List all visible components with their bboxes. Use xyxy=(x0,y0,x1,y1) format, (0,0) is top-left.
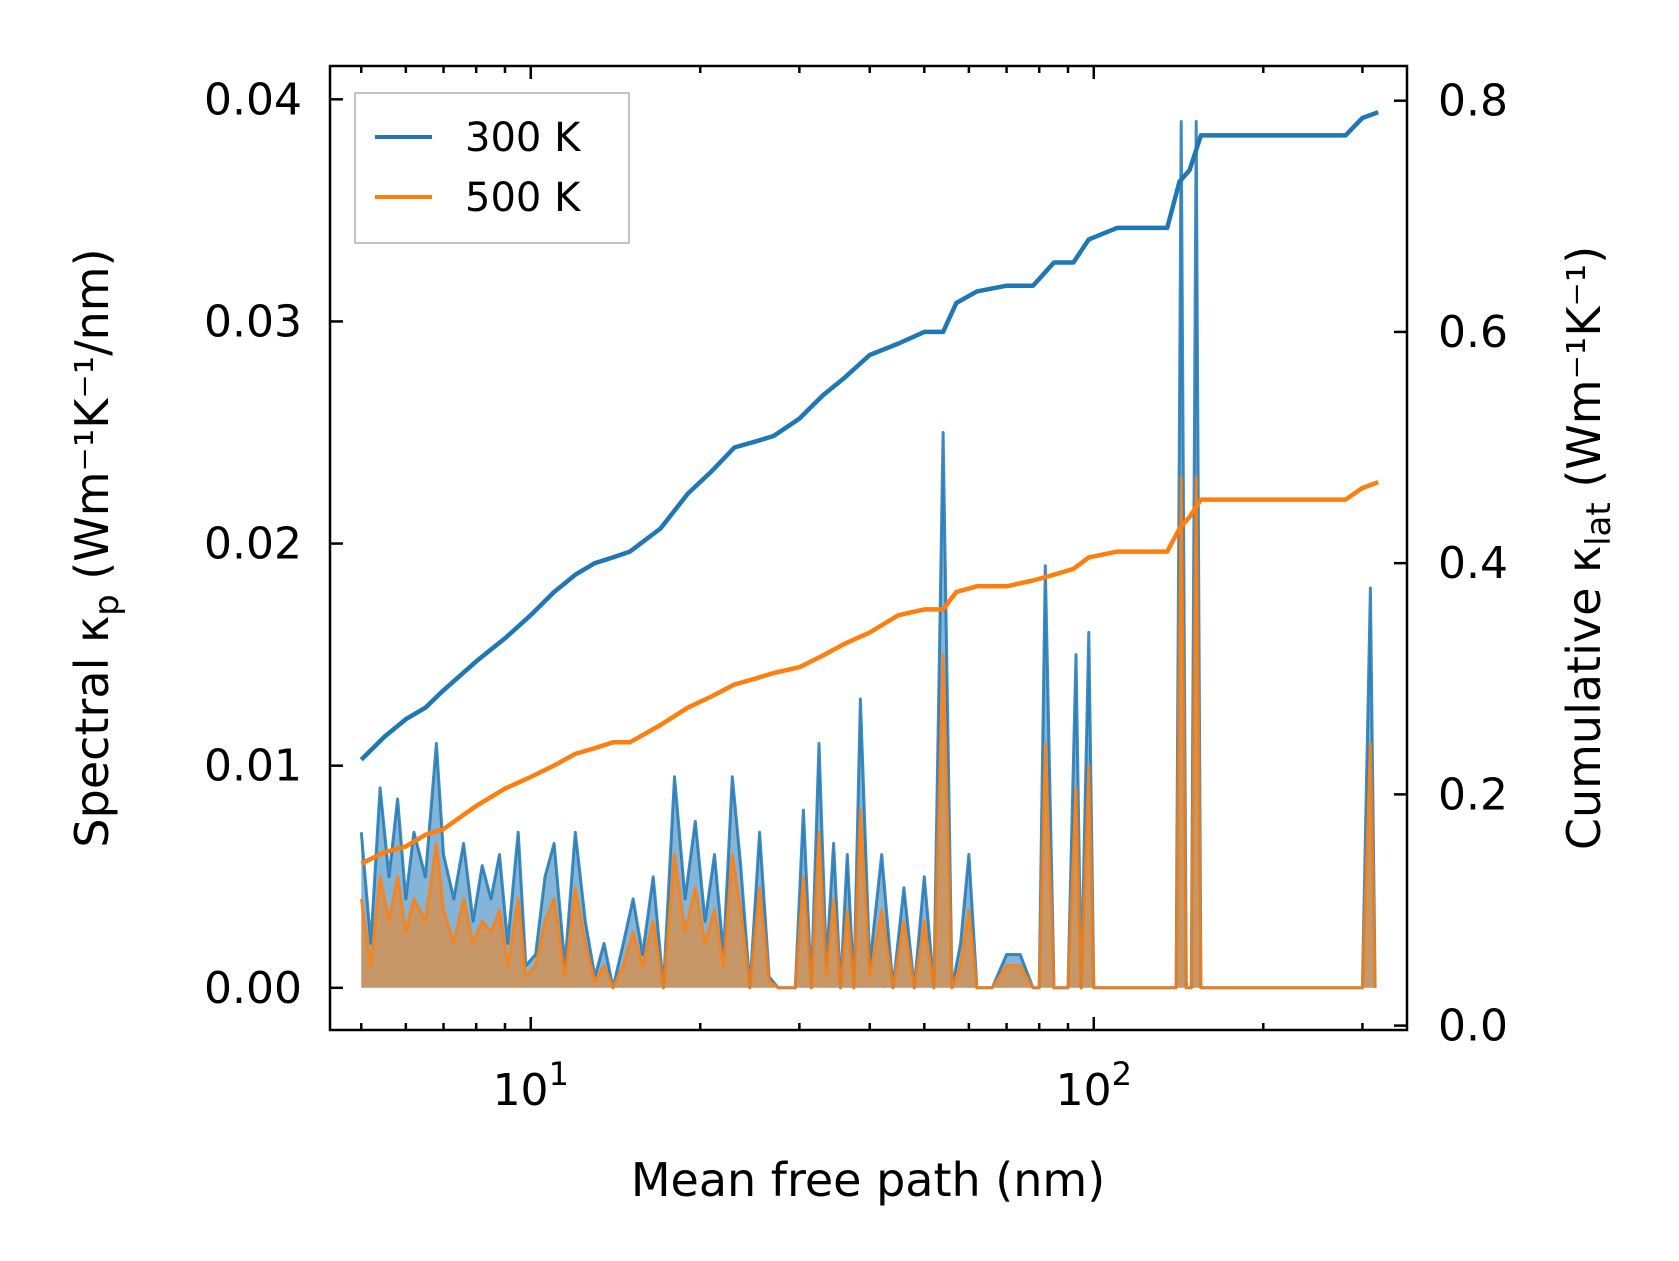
left-axis-title-main: Spectral κ xyxy=(65,616,119,848)
right-axis-tick-labels: 0.0 0.2 0.4 0.6 0.8 xyxy=(1438,76,1508,1052)
legend-label-300k: 300 K xyxy=(465,115,582,161)
cumulative-line-300k xyxy=(359,110,1379,762)
right-tick-label: 0.8 xyxy=(1438,76,1508,127)
x-tick-label-exp: 1 xyxy=(549,1055,569,1093)
cumulative-line-500k xyxy=(360,480,1379,866)
left-axis-ticks xyxy=(330,98,343,990)
x-axis-title: Mean free path (nm) xyxy=(631,1153,1105,1207)
right-axis-title-units: (Wm⁻¹K⁻¹) xyxy=(1557,246,1611,502)
left-axis-title-units: (Wm⁻¹K⁻¹/nm) xyxy=(65,248,119,594)
legend: 300 K 500 K xyxy=(354,92,630,244)
x-axis-ticks xyxy=(360,66,1364,1030)
right-axis-title-sub: lat xyxy=(1579,502,1619,546)
right-axis-title-main: Cumulative κ xyxy=(1557,546,1611,850)
left-axis-title: Spectral κp (Wm⁻¹K⁻¹/nm) xyxy=(65,248,127,847)
left-axis-tick-labels: 0.00 0.01 0.02 0.03 0.04 xyxy=(204,74,302,1013)
plot-area xyxy=(359,110,1379,990)
spectral-lines xyxy=(359,120,1377,990)
x-tick-label-base: 10 xyxy=(493,1065,549,1116)
left-tick-label: 0.02 xyxy=(204,519,302,570)
left-axis-title-sub: p xyxy=(87,594,127,616)
x-tick-label-exp: 2 xyxy=(1112,1055,1132,1093)
left-tick-label: 0.03 xyxy=(204,296,302,347)
x-tick-label-base: 10 xyxy=(1056,1065,1112,1116)
spectral-fill-300k xyxy=(361,121,1376,988)
right-tick-label: 0.0 xyxy=(1438,1001,1508,1052)
spectral-fill-500k xyxy=(361,476,1376,988)
legend-box xyxy=(354,92,630,244)
right-tick-label: 0.6 xyxy=(1438,307,1508,358)
right-tick-label: 0.4 xyxy=(1438,538,1508,589)
x-tick-label: 102 xyxy=(1056,1055,1132,1116)
cumulative-lines xyxy=(359,110,1379,866)
right-axis-title: Cumulative κlat (Wm⁻¹K⁻¹) xyxy=(1557,246,1619,850)
left-tick-label: 0.00 xyxy=(204,963,302,1014)
left-tick-label: 0.04 xyxy=(204,74,302,125)
x-axis-tick-labels: 101 102 xyxy=(493,1055,1132,1116)
legend-label-500k: 500 K xyxy=(465,175,582,221)
spectral-line-300k xyxy=(359,120,1377,990)
spectral-fills xyxy=(361,121,1376,988)
left-tick-label: 0.01 xyxy=(204,741,302,792)
spectral-line-500k xyxy=(359,475,1377,990)
right-tick-label: 0.2 xyxy=(1438,769,1508,820)
x-tick-label: 101 xyxy=(493,1055,569,1116)
right-axis-ticks xyxy=(1394,99,1407,1027)
